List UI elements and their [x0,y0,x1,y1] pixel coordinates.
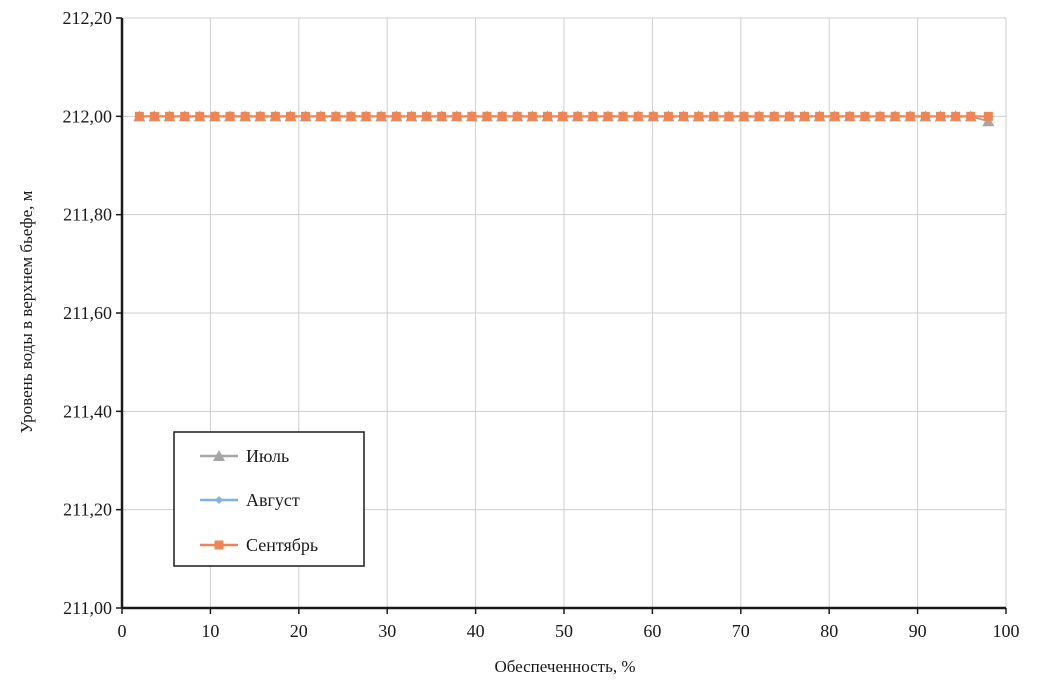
y-tick-label: 211,20 [63,500,112,520]
data-point [769,111,779,121]
data-point [270,111,280,121]
axes [116,17,1007,614]
data-point [361,111,371,121]
data-point [694,111,704,121]
data-point [588,111,598,121]
data-point [983,111,993,121]
legend: Июль Август Сентябрь [173,431,365,567]
data-point [845,111,855,121]
x-tick-labels: 0 10 20 30 40 50 60 70 80 90 100 [118,621,1020,641]
data-point [527,111,537,121]
x-tick-label: 10 [201,621,219,641]
data-point [482,111,492,121]
data-point [391,111,401,121]
data-point [195,111,205,121]
y-tick-label: 211,80 [63,205,112,225]
data-point [648,111,658,121]
data-point [512,111,522,121]
series-3 [134,111,993,121]
data-point [709,111,719,121]
data-point [225,111,235,121]
x-tick-label: 90 [909,621,927,641]
data-point [739,111,749,121]
data-point [301,111,311,121]
data-point [406,111,416,121]
data-point [754,111,764,121]
data-point [285,111,295,121]
legend-label: Июль [246,446,289,466]
legend-marker [213,450,225,461]
x-tick-label: 0 [118,621,127,641]
y-tick-label: 212,20 [63,8,113,28]
data-point [815,111,825,121]
data-point [860,111,870,121]
data-point [724,111,734,121]
x-tick-label: 40 [467,621,485,641]
data-point [618,111,628,121]
y-axis-title: Уровень воды в верхнем бьефе, м [17,190,36,433]
data-point [890,111,900,121]
data-point [542,111,552,121]
data-point [573,111,583,121]
data-point [240,111,250,121]
x-tick-label: 80 [820,621,838,641]
x-tick-label: 100 [993,621,1020,641]
data-point [255,111,265,121]
data-point [149,111,159,121]
data-point [331,111,341,121]
data-point [467,111,477,121]
legend-entries: Июль Август Сентябрь [200,446,318,555]
series-layer [133,110,995,127]
data-point [422,111,432,121]
y-tick-label: 211,60 [63,303,112,323]
data-point [376,111,386,121]
legend-marker [214,540,224,550]
y-tick-labels: 211,00 211,20 211,40 211,60 211,80 212,00 212,… [63,8,113,618]
data-point [920,111,930,121]
data-point [935,111,945,121]
data-point [316,111,326,121]
data-point [633,111,643,121]
y-tick-label: 211,00 [63,598,112,618]
data-point [452,111,462,121]
legend-marker [215,496,223,504]
data-point [134,111,144,121]
data-point [663,111,673,121]
x-tick-label: 70 [732,621,750,641]
data-point [966,111,976,121]
legend-label: Август [246,490,300,510]
legend-label: Сентябрь [246,535,318,555]
x-tick-label: 20 [290,621,308,641]
y-tick-label: 211,40 [63,401,112,421]
data-point [346,111,356,121]
data-point [679,111,689,121]
data-point [951,111,961,121]
data-point [210,111,220,121]
legend-entry: Июль [200,446,289,466]
data-point [905,111,915,121]
data-point [875,111,885,121]
x-tick-label: 60 [643,621,661,641]
legend-entry: Сентябрь [200,535,318,555]
legend-entry: Август [200,490,300,510]
data-point [497,111,507,121]
x-tick-label: 30 [378,621,396,641]
x-axis-title: Обеспеченность, % [494,657,635,676]
data-point [165,111,175,121]
data-point [799,111,809,121]
y-tick-label: 212,00 [63,106,113,126]
data-point [784,111,794,121]
data-point [180,111,190,121]
data-point [603,111,613,121]
data-point [830,111,840,121]
data-point [437,111,447,121]
x-tick-label: 50 [555,621,573,641]
data-point [558,111,568,121]
